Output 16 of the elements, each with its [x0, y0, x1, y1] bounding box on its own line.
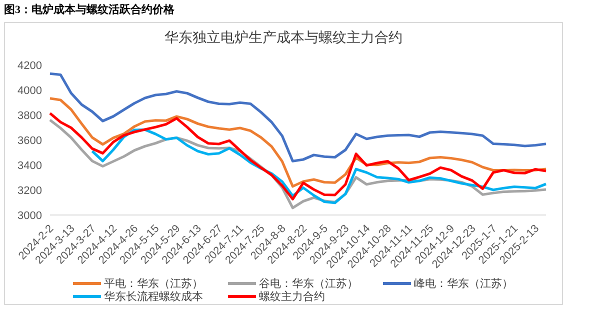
y-tick-label: 3200 — [18, 184, 42, 197]
y-tick-label: 3800 — [18, 110, 42, 122]
legend-label: 平电：华东（江苏） — [104, 276, 203, 290]
y-tick-label: 3400 — [18, 160, 42, 172]
legend-label: 华东长流程螺纹成本 — [104, 290, 203, 304]
y-tick-label: 3000 — [18, 210, 42, 222]
chart-title: 图3：电炉成本与螺纹活跃合约价格 — [4, 2, 174, 17]
y-tick-label: 3600 — [18, 134, 42, 147]
line-series — [48, 72, 548, 162]
line-series — [48, 112, 548, 200]
y-tick-label: 4200 — [18, 60, 42, 72]
chart-subtitle: 华东独立电炉生产成本与螺纹主力合约 — [164, 29, 404, 47]
legend-label: 谷电：华东（江苏） — [259, 276, 358, 290]
y-tick-label: 4000 — [18, 84, 42, 97]
legend-label: 峰电：华东（江苏） — [414, 276, 513, 290]
legend-label: 螺纹主力合约 — [259, 290, 325, 304]
